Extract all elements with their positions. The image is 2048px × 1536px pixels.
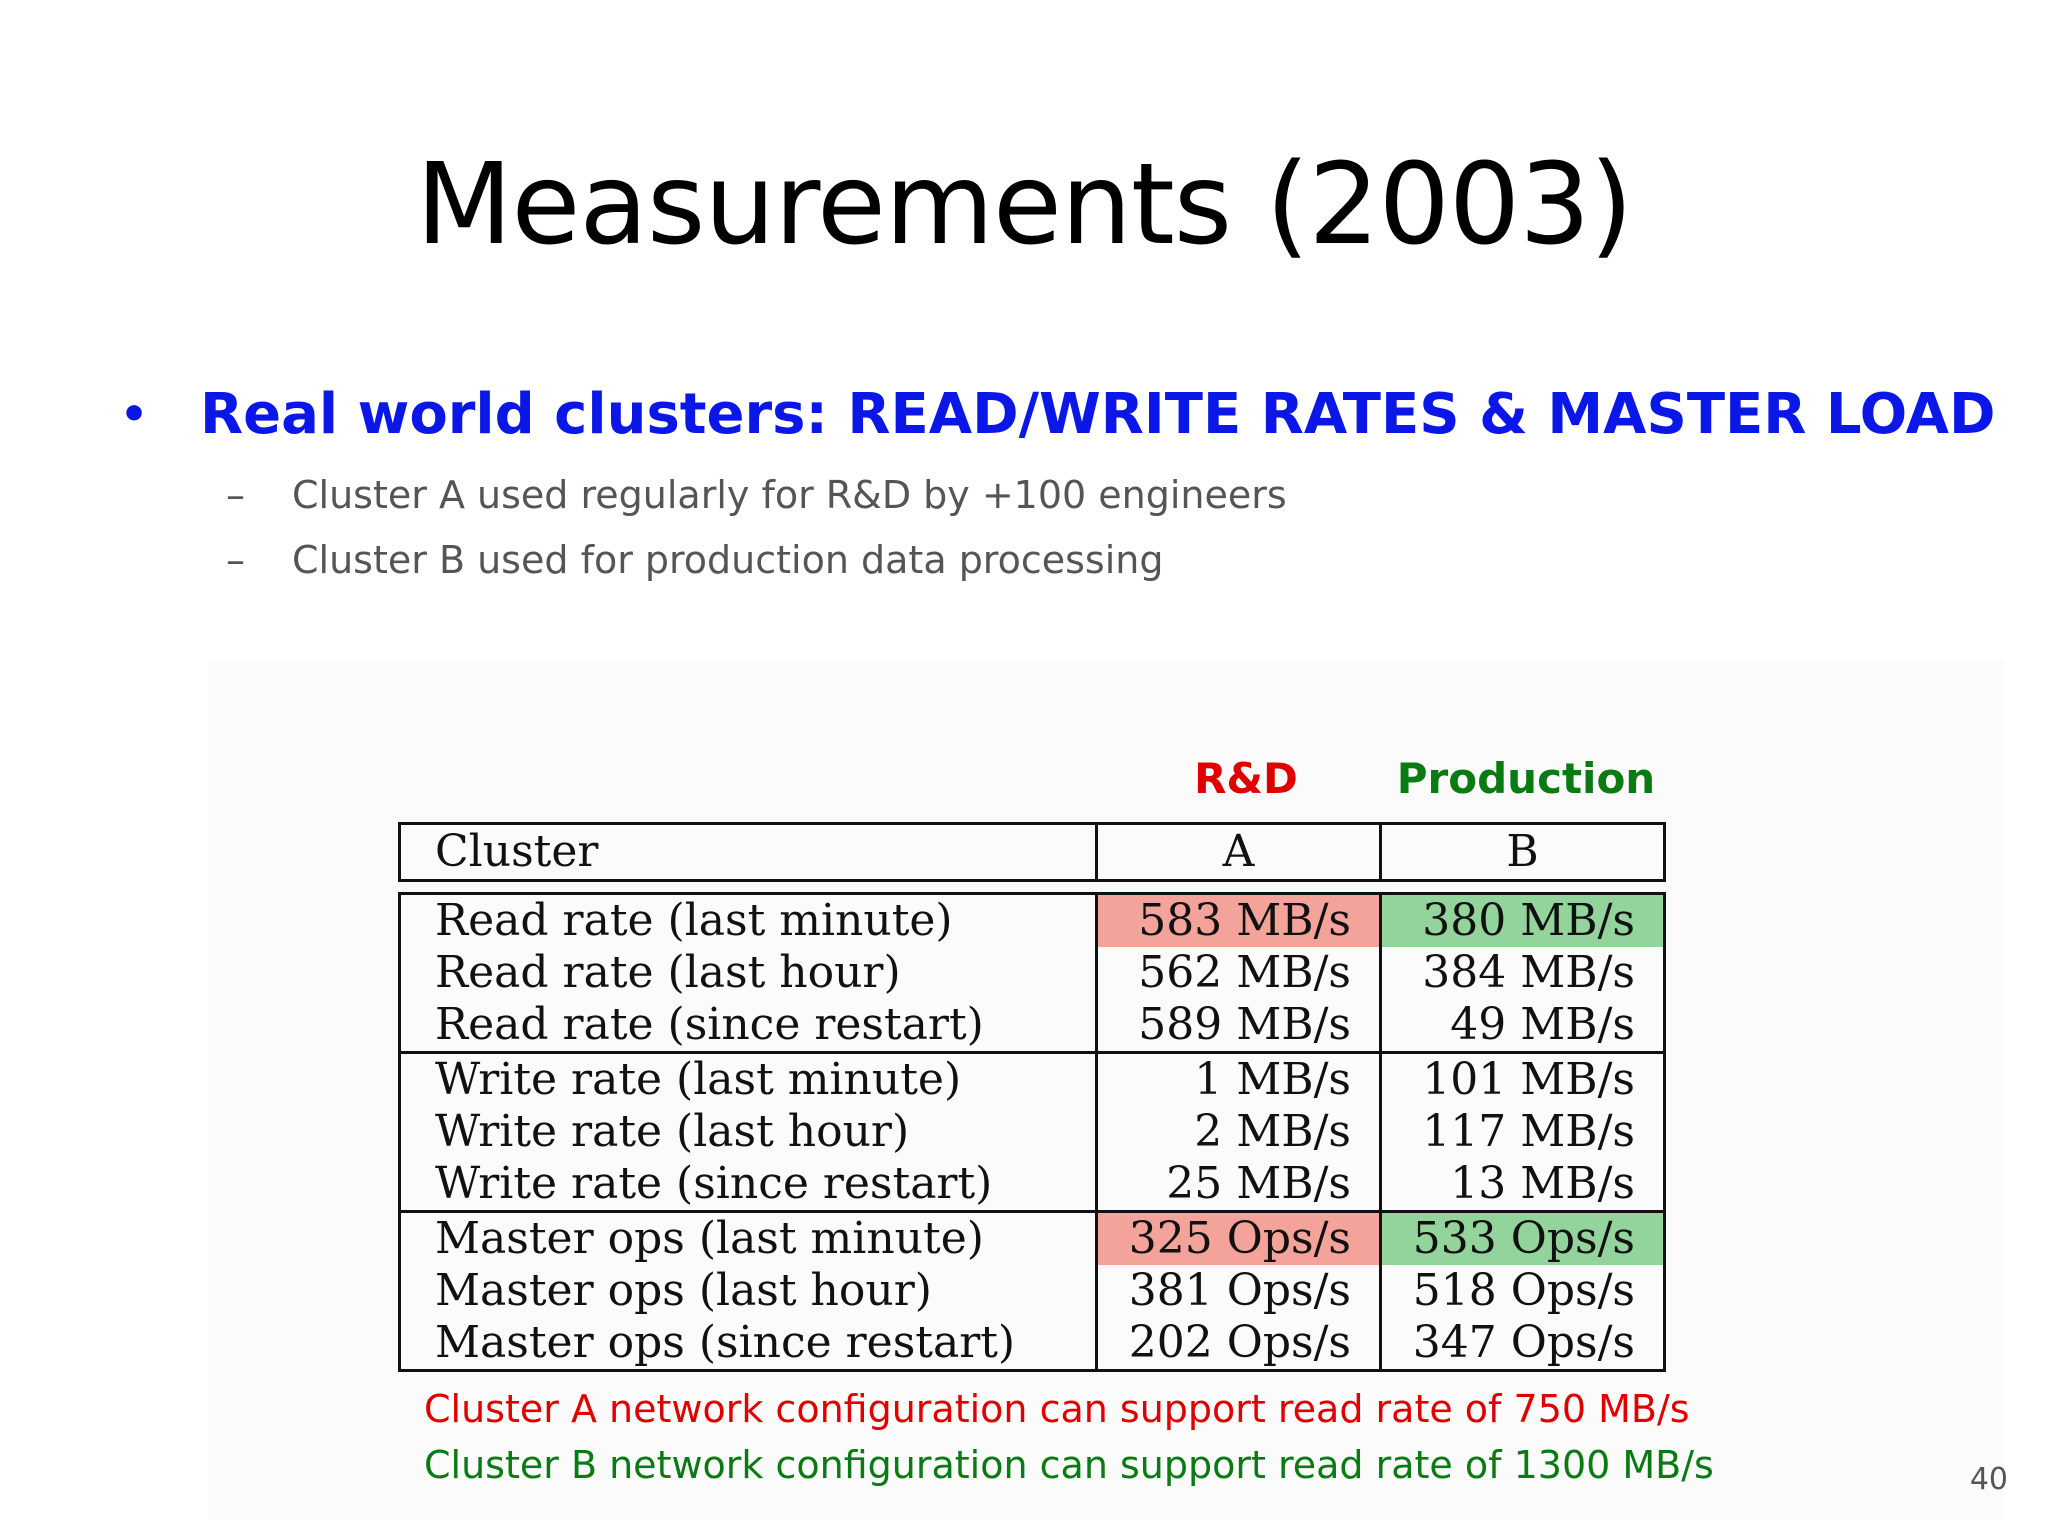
sub-bullet-cluster-b: – Cluster B used for production data proc… — [226, 535, 1163, 585]
header-cluster: Cluster — [398, 825, 1098, 879]
value-b: 347 Ops/s — [1382, 1317, 1666, 1369]
table-row: Master ops (since restart) 202 Ops/s 347… — [398, 1317, 1666, 1372]
row-label: Read rate (last hour) — [398, 947, 1098, 999]
sub-bullet-text: Cluster B used for production data proce… — [292, 538, 1164, 582]
table-row: Read rate (since restart) 589 MB/s 49 MB… — [398, 999, 1666, 1054]
sub-bullet-marker: – — [226, 538, 245, 582]
table-gap — [398, 882, 1666, 892]
sub-bullet-marker: – — [226, 473, 245, 517]
table-row: Read rate (last minute) 583 MB/s 380 MB/… — [398, 892, 1666, 947]
header-b: B — [1382, 825, 1666, 879]
figure-background — [208, 660, 2004, 1520]
table-row: Read rate (last hour) 562 MB/s 384 MB/s — [398, 947, 1666, 999]
table-row: Write rate (last minute) 1 MB/s 101 MB/s — [398, 1054, 1666, 1106]
value-a: 2 MB/s — [1098, 1106, 1382, 1158]
value-b: 518 Ops/s — [1382, 1265, 1666, 1317]
row-label: Master ops (last minute) — [398, 1213, 1098, 1265]
row-label: Master ops (last hour) — [398, 1265, 1098, 1317]
value-a: 1 MB/s — [1098, 1054, 1382, 1106]
column-label-rd: R&D — [1194, 754, 1298, 803]
value-a: 202 Ops/s — [1098, 1317, 1382, 1369]
note-cluster-b: Cluster B network configuration can supp… — [424, 1443, 1714, 1487]
page-number: 40 — [1969, 1462, 2008, 1497]
main-bullet-text: Real world clusters: READ/WRITE RATES & … — [200, 382, 1996, 447]
row-label: Read rate (since restart) — [398, 999, 1098, 1051]
table-row: Write rate (last hour) 2 MB/s 117 MB/s — [398, 1106, 1666, 1158]
value-a-highlighted: 583 MB/s — [1098, 895, 1382, 947]
value-b: 49 MB/s — [1382, 999, 1666, 1051]
value-b: 101 MB/s — [1382, 1054, 1666, 1106]
row-label: Read rate (last minute) — [398, 895, 1098, 947]
table-row: Master ops (last hour) 381 Ops/s 518 Ops… — [398, 1265, 1666, 1317]
row-label: Write rate (last hour) — [398, 1106, 1098, 1158]
row-label: Master ops (since restart) — [398, 1317, 1098, 1369]
sub-bullet-text: Cluster A used regularly for R&D by +100… — [292, 473, 1287, 517]
main-bullet: • Real world clusters: READ/WRITE RATES &… — [120, 380, 1996, 450]
value-a: 589 MB/s — [1098, 999, 1382, 1051]
note-cluster-a: Cluster A network configuration can supp… — [424, 1387, 1690, 1431]
value-a: 25 MB/s — [1098, 1158, 1382, 1210]
value-a: 562 MB/s — [1098, 947, 1382, 999]
row-label: Write rate (since restart) — [398, 1158, 1098, 1210]
value-b-highlighted: 533 Ops/s — [1382, 1213, 1666, 1265]
value-a-highlighted: 325 Ops/s — [1098, 1213, 1382, 1265]
value-a: 381 Ops/s — [1098, 1265, 1382, 1317]
value-b: 13 MB/s — [1382, 1158, 1666, 1210]
table-header-row: Cluster A B — [398, 822, 1666, 882]
slide-title: Measurements (2003) — [415, 140, 1633, 270]
sub-bullet-cluster-a: – Cluster A used regularly for R&D by +10… — [226, 470, 1287, 520]
value-b-highlighted: 380 MB/s — [1382, 895, 1666, 947]
measurements-table: Cluster A B Read rate (last minute) 583 … — [398, 822, 1666, 1372]
value-b: 117 MB/s — [1382, 1106, 1666, 1158]
table-row: Write rate (since restart) 25 MB/s 13 MB… — [398, 1158, 1666, 1213]
column-label-production: Production — [1396, 754, 1656, 803]
header-a: A — [1098, 825, 1382, 879]
value-b: 384 MB/s — [1382, 947, 1666, 999]
bullet-marker: • — [120, 389, 149, 440]
table-row: Master ops (last minute) 325 Ops/s 533 O… — [398, 1213, 1666, 1265]
row-label: Write rate (last minute) — [398, 1054, 1098, 1106]
